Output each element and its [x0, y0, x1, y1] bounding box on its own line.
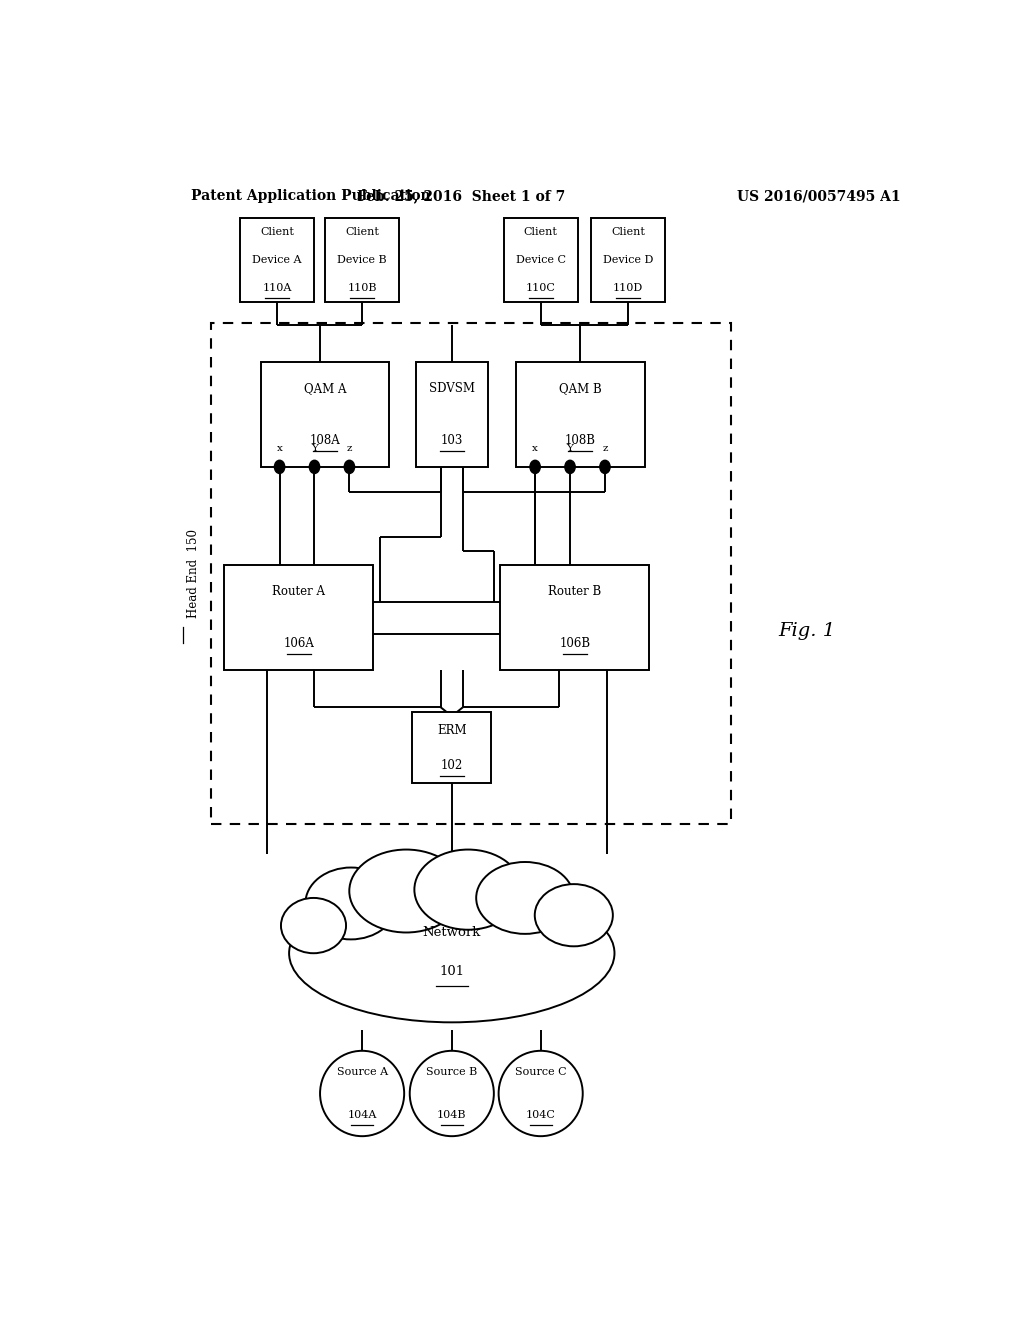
Ellipse shape — [535, 884, 612, 946]
Text: 110C: 110C — [525, 282, 556, 293]
Text: QAM B: QAM B — [559, 381, 602, 395]
Ellipse shape — [289, 884, 614, 1023]
FancyBboxPatch shape — [504, 218, 578, 302]
Text: 104B: 104B — [437, 1110, 467, 1119]
Ellipse shape — [321, 1051, 404, 1137]
Text: 108B: 108B — [565, 434, 596, 447]
Text: 101: 101 — [439, 965, 464, 978]
Text: Source B: Source B — [426, 1067, 477, 1077]
Text: z: z — [602, 444, 607, 453]
Text: 108A: 108A — [309, 434, 340, 447]
Text: Client: Client — [523, 227, 558, 238]
Text: 110A: 110A — [262, 282, 292, 293]
Text: 102: 102 — [440, 759, 463, 772]
Text: 110B: 110B — [347, 282, 377, 293]
Text: Patent Application Publication: Patent Application Publication — [191, 189, 431, 203]
Text: Network: Network — [423, 927, 481, 940]
FancyBboxPatch shape — [326, 218, 399, 302]
Text: Device A: Device A — [253, 255, 302, 265]
Text: Router A: Router A — [272, 585, 326, 598]
Ellipse shape — [349, 850, 463, 932]
Text: x: x — [276, 444, 283, 453]
Ellipse shape — [410, 1051, 494, 1137]
Text: Router B: Router B — [548, 585, 601, 598]
Text: 106B: 106B — [559, 638, 591, 651]
FancyBboxPatch shape — [516, 362, 645, 467]
FancyBboxPatch shape — [416, 362, 487, 467]
Ellipse shape — [499, 1051, 583, 1137]
Text: Source C: Source C — [515, 1067, 566, 1077]
Text: Client: Client — [345, 227, 379, 238]
Text: 104A: 104A — [347, 1110, 377, 1119]
Text: 103: 103 — [440, 434, 463, 447]
Text: 104C: 104C — [525, 1110, 556, 1119]
FancyBboxPatch shape — [224, 565, 373, 671]
FancyBboxPatch shape — [412, 713, 492, 784]
Text: z: z — [347, 444, 352, 453]
Text: Feb. 25, 2016  Sheet 1 of 7: Feb. 25, 2016 Sheet 1 of 7 — [357, 189, 565, 203]
FancyBboxPatch shape — [591, 218, 665, 302]
Text: Y: Y — [566, 444, 573, 453]
Text: SDVSM: SDVSM — [429, 381, 475, 395]
Text: Head End  150: Head End 150 — [187, 529, 201, 618]
Ellipse shape — [305, 867, 396, 940]
Text: ERM: ERM — [437, 723, 467, 737]
Ellipse shape — [281, 898, 346, 953]
Text: 106A: 106A — [284, 638, 314, 651]
Circle shape — [344, 461, 354, 474]
Circle shape — [600, 461, 610, 474]
Text: 110D: 110D — [612, 282, 643, 293]
Ellipse shape — [415, 850, 522, 929]
Circle shape — [530, 461, 541, 474]
Circle shape — [309, 461, 319, 474]
Circle shape — [565, 461, 575, 474]
Text: Client: Client — [611, 227, 645, 238]
Text: Device D: Device D — [603, 255, 653, 265]
Text: Y: Y — [311, 444, 317, 453]
FancyBboxPatch shape — [260, 362, 389, 467]
Text: Source A: Source A — [337, 1067, 388, 1077]
Circle shape — [274, 461, 285, 474]
Ellipse shape — [476, 862, 573, 933]
Text: US 2016/0057495 A1: US 2016/0057495 A1 — [736, 189, 900, 203]
FancyBboxPatch shape — [241, 218, 314, 302]
Text: Fig. 1: Fig. 1 — [778, 622, 836, 640]
FancyBboxPatch shape — [500, 565, 649, 671]
Text: Device C: Device C — [516, 255, 565, 265]
Text: x: x — [532, 444, 538, 453]
Text: QAM A: QAM A — [303, 381, 346, 395]
Text: Device B: Device B — [337, 255, 387, 265]
Text: Client: Client — [260, 227, 294, 238]
